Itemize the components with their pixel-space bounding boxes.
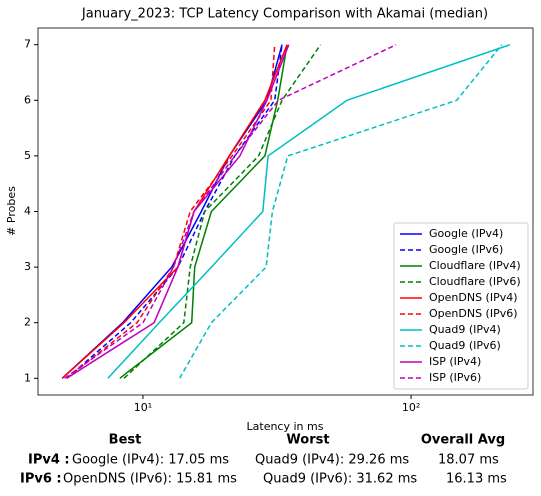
legend-label: OpenDNS (IPv4) (429, 291, 518, 304)
legend-box (393, 222, 529, 390)
legend-label: Google (IPv4) (429, 227, 503, 240)
avg: 16.13 ms (446, 472, 507, 487)
series-line (61, 44, 283, 379)
x-tick-label: 10² (402, 401, 420, 414)
y-tick-label: 7 (24, 38, 31, 51)
header: Worst (286, 433, 329, 448)
legend-label: Cloudflare (IPv6) (429, 275, 521, 288)
series-line (178, 44, 503, 379)
y-tick-label: 6 (24, 93, 31, 106)
chart-title: January_2023: TCP Latency Comparison wit… (81, 7, 488, 22)
series-line (61, 44, 288, 379)
best: Google (IPv4): 17.05 ms (72, 453, 229, 468)
legend-label: Quad9 (IPv4) (429, 323, 501, 336)
legend-label: ISP (IPv6) (429, 371, 481, 384)
best: OpenDNS (IPv6): 15.81 ms (63, 472, 237, 487)
legend-label: Quad9 (IPv6) (429, 339, 501, 352)
y-tick-label: 1 (24, 371, 31, 384)
series-line (119, 44, 288, 379)
series-line (64, 44, 397, 379)
y-tick-label: 5 (24, 149, 31, 162)
legend-label: Cloudflare (IPv4) (429, 259, 521, 272)
y-axis-label: # Probes (5, 186, 18, 236)
series-line (66, 44, 276, 379)
row-label: IPv4 : (28, 453, 70, 468)
legend-label: ISP (IPv4) (429, 355, 481, 368)
worst: Quad9 (IPv6): 31.62 ms (263, 472, 417, 487)
x-tick-label: 10¹ (134, 401, 152, 414)
y-tick-label: 2 (24, 316, 31, 329)
legend-label: OpenDNS (IPv6) (429, 307, 518, 320)
row-label: IPv6 : (20, 472, 62, 487)
worst: Quad9 (IPv4): 29.26 ms (255, 453, 409, 468)
series-line (107, 43, 511, 379)
header: Overall Avg (421, 433, 505, 448)
header: Best (109, 433, 142, 448)
x-axis-label: Latency in ms (247, 420, 324, 433)
series-line (123, 44, 322, 379)
legend-label: Google (IPv6) (429, 243, 503, 256)
y-tick-label: 4 (24, 205, 31, 218)
series-line (66, 44, 283, 379)
avg: 18.07 ms (438, 453, 499, 468)
y-tick-label: 3 (24, 260, 31, 273)
